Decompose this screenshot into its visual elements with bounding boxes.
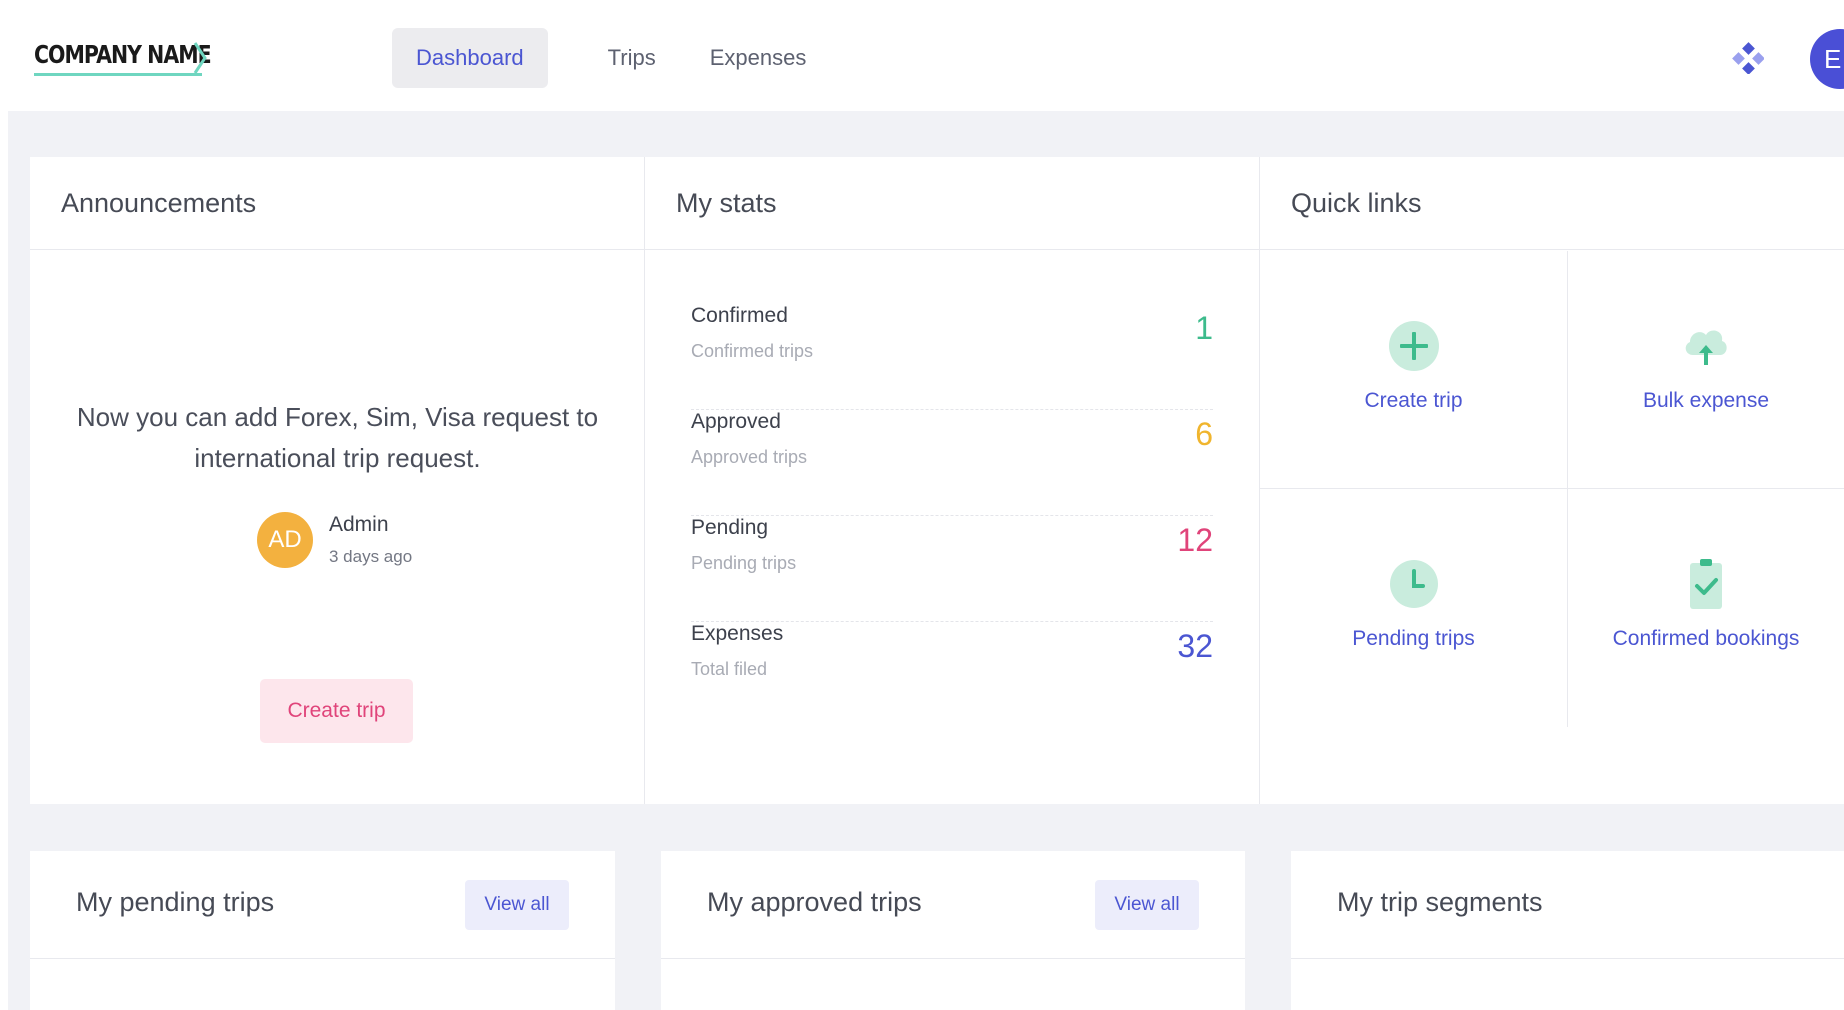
stat-row-expenses[interactable]: Expenses Total filed 32 <box>691 622 1213 728</box>
quick-link-label: Confirmed bookings <box>1612 627 1800 650</box>
card-header: My approved trips View all <box>661 851 1245 959</box>
stat-value: 32 <box>1177 628 1213 664</box>
view-all-pending-button[interactable]: View all <box>465 880 569 930</box>
quick-link-label: Bulk expense <box>1642 389 1770 412</box>
stat-value: 1 <box>1195 310 1213 346</box>
stat-sublabel: Approved trips <box>691 447 808 467</box>
author-name: Admin <box>329 513 389 536</box>
user-avatar[interactable]: E <box>1810 29 1844 89</box>
quick-links-panel: Quick links Create trip Bulk expense <box>1260 157 1844 804</box>
stat-label: Approved <box>691 410 781 433</box>
announcement-author: AD Admin 3 days ago <box>257 512 412 568</box>
cloud-upload-icon <box>1685 330 1727 365</box>
stat-row-approved[interactable]: Approved Approved trips 6 <box>691 410 1213 516</box>
card-title: My trip segments <box>1337 887 1543 917</box>
announcements-title: Announcements <box>30 157 644 250</box>
logo-chevron-icon <box>193 42 207 74</box>
top-header: COMPANY NAME Dashboard Trips Expenses E <box>0 0 1844 111</box>
quick-links-grid: Create trip Bulk expense Pending trips <box>1260 251 1844 727</box>
stat-row-confirmed[interactable]: Confirmed Confirmed trips 1 <box>691 304 1213 410</box>
announcement-time: 3 days ago <box>329 547 413 566</box>
logo-text: COMPANY NAME <box>34 40 212 69</box>
apps-grid-icon[interactable] <box>1732 42 1764 74</box>
my-stats-panel: My stats Confirmed Confirmed trips 1 App… <box>645 157 1260 804</box>
stat-label: Pending <box>691 516 769 539</box>
card-title: My pending trips <box>76 887 275 917</box>
announcement-message: Now you can add Forex, Sim, Visa request… <box>76 402 599 473</box>
dashboard-top-card: Announcements Now you can add Forex, Sim… <box>30 157 1844 804</box>
card-header: My pending trips View all <box>30 851 615 959</box>
nav-expenses[interactable]: Expenses <box>709 45 807 70</box>
plus-circle-icon <box>1388 321 1439 371</box>
pending-trips-card: My pending trips View all <box>30 851 615 1010</box>
stat-value: 12 <box>1177 522 1213 558</box>
stat-label: Confirmed <box>691 304 788 327</box>
stat-sublabel: Confirmed trips <box>691 341 814 361</box>
clipboard-check-icon <box>1690 559 1722 609</box>
company-logo[interactable]: COMPANY NAME <box>34 40 249 80</box>
logo-underline <box>34 73 202 76</box>
quick-link-label: Pending trips <box>1352 627 1475 650</box>
quick-link-bulk-expense[interactable]: Bulk expense <box>1568 251 1844 489</box>
card-header: My trip segments <box>1291 851 1844 959</box>
stat-label: Expenses <box>691 622 784 645</box>
announcements-panel: Announcements Now you can add Forex, Sim… <box>30 157 645 804</box>
stat-sublabel: Total filed <box>691 659 768 679</box>
author-avatar: AD <box>257 512 313 568</box>
nav-trips[interactable]: Trips <box>607 45 656 70</box>
quick-links-title: Quick links <box>1260 157 1844 250</box>
quick-link-label: Create trip <box>1364 389 1463 412</box>
approved-trips-card: My approved trips View all <box>661 851 1245 1010</box>
quick-link-confirmed-bookings[interactable]: Confirmed bookings <box>1568 489 1844 727</box>
stat-row-pending[interactable]: Pending Pending trips 12 <box>691 516 1213 622</box>
quick-link-create-trip[interactable]: Create trip <box>1260 251 1568 489</box>
create-trip-button[interactable]: Create trip <box>260 679 413 743</box>
quick-link-pending-trips[interactable]: Pending trips <box>1260 489 1568 727</box>
stats-list: Confirmed Confirmed trips 1 Approved App… <box>691 304 1213 728</box>
clock-icon <box>1389 560 1438 608</box>
main-nav: Dashboard Trips Expenses <box>392 28 840 88</box>
stat-sublabel: Pending trips <box>691 553 797 573</box>
view-all-approved-button[interactable]: View all <box>1095 880 1199 930</box>
stat-value: 6 <box>1195 416 1213 452</box>
my-stats-title: My stats <box>645 157 1259 250</box>
nav-dashboard[interactable]: Dashboard <box>392 28 548 88</box>
card-title: My approved trips <box>707 887 922 917</box>
trip-segments-card: My trip segments <box>1291 851 1844 1010</box>
